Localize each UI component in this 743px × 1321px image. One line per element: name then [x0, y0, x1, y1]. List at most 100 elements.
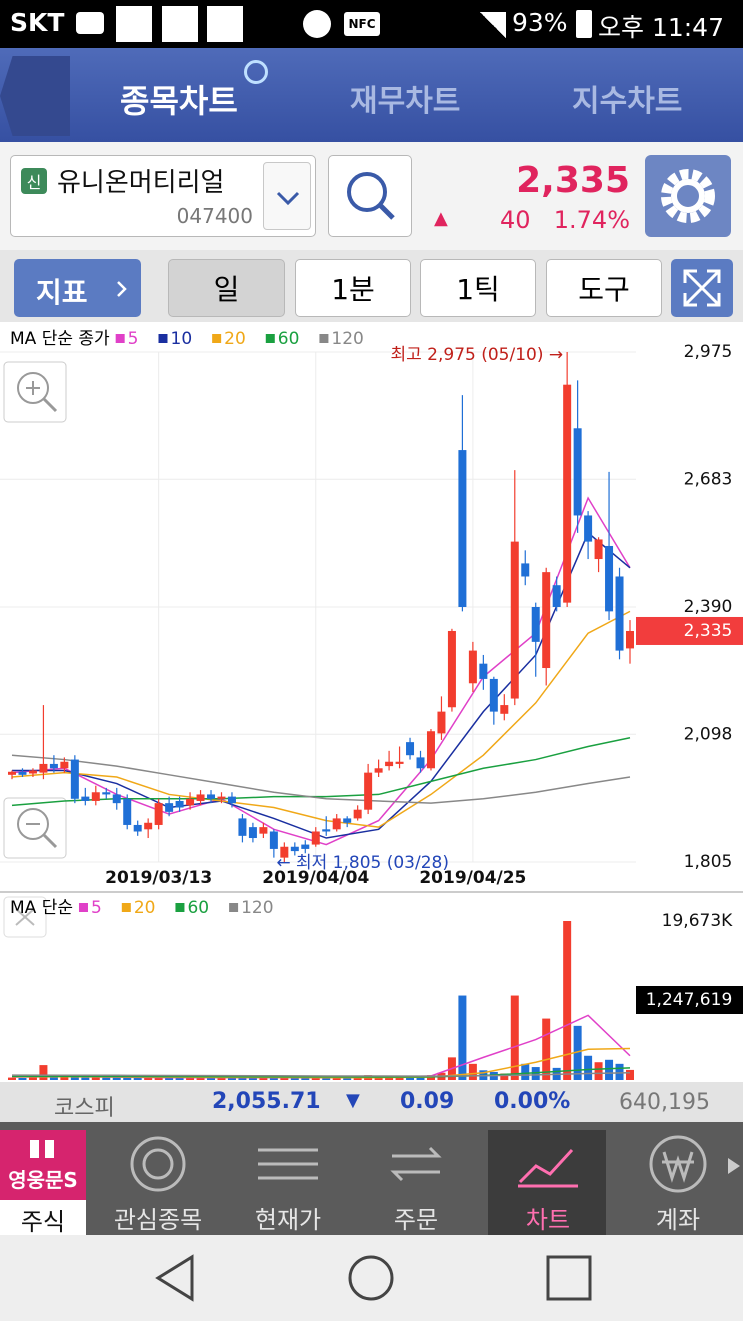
candle-body [165, 803, 174, 812]
signal-icon [480, 12, 506, 38]
annotation-high: 최고 2,975 (05/10) → [390, 345, 563, 365]
ma-line [11, 737, 631, 807]
legend-swatch [121, 903, 131, 912]
legend-title: MA 단순 종가 [10, 329, 110, 349]
clock: 오후 11:47 [598, 13, 724, 42]
volume-bar [269, 1076, 278, 1080]
x-tick-label: 2019/03/13 [105, 868, 212, 888]
close-indicator[interactable] [3, 896, 47, 938]
settings-button[interactable] [645, 155, 731, 237]
candle-body [112, 794, 121, 804]
price-tag-label: 2,335 [684, 621, 733, 641]
candle-body [280, 846, 289, 858]
nav-label[interactable]: 관심종목 [113, 1206, 203, 1234]
stock-code: 047400 [176, 204, 253, 228]
legend-label: 60 [278, 329, 300, 349]
status-bar: SKT NFC 93% 오후 11:47 [0, 0, 743, 48]
bottom-nav: 영웅문S 주식 관심종목 현재가 주문 차트 계좌 [0, 1122, 743, 1236]
candle-body [8, 771, 16, 775]
dropdown-button[interactable] [263, 162, 311, 230]
candle-body [353, 809, 362, 819]
candle-body [531, 607, 540, 642]
candle-body [458, 450, 467, 607]
period-button[interactable]: 1틱 [420, 259, 536, 317]
candle-body [615, 576, 624, 651]
y-tick-label: 2,975 [684, 342, 733, 362]
legend-swatch [175, 903, 185, 912]
legend-label: 120 [241, 898, 273, 918]
candle-body [479, 663, 488, 679]
stock-selector[interactable]: 신 유니온머티리얼 047400 [10, 155, 316, 237]
legend-label: 20 [224, 329, 246, 349]
candle-body [18, 771, 27, 775]
candle-body [301, 844, 310, 849]
candle-body [269, 831, 278, 849]
legend-label: 20 [134, 898, 156, 918]
ma-line [11, 754, 631, 804]
home-tab[interactable]: 영웅문S [0, 1130, 86, 1235]
battery-icon [576, 10, 592, 38]
volume-bar [290, 1077, 299, 1080]
legend-swatch [319, 334, 329, 343]
candle-body [60, 761, 69, 769]
volume-bar [144, 1077, 153, 1080]
nav-label[interactable]: 계좌 [655, 1206, 701, 1234]
candle-body [259, 827, 268, 834]
candle-body [144, 822, 153, 830]
tab[interactable]: 재무차트 [350, 84, 461, 119]
refresh-icon[interactable] [244, 60, 268, 84]
carrier: SKT [10, 8, 65, 37]
volume-bar [18, 1077, 27, 1080]
volume-bar [594, 1062, 603, 1080]
index-bar: 코스피 2,055.71 ▼ 0.09 0.00% 640,195 [0, 1082, 743, 1122]
candle-body [102, 792, 111, 795]
y-tick-label: 19,673K [662, 911, 733, 931]
candle-body [133, 824, 142, 832]
candle-body [605, 545, 614, 612]
home[interactable] [348, 1255, 394, 1301]
y-tick-label: 1,805 [684, 852, 733, 872]
chevron [117, 281, 127, 297]
battery-level: 93% [512, 8, 568, 37]
recents[interactable] [546, 1255, 592, 1301]
expand-button[interactable] [671, 259, 733, 317]
period-button[interactable]: 일 [168, 259, 285, 317]
candle-body [322, 829, 331, 832]
back-button[interactable] [0, 56, 70, 136]
icon [76, 12, 104, 34]
candle-body [416, 757, 425, 769]
indicator-button[interactable]: 지표 [14, 259, 141, 317]
back[interactable] [155, 1254, 194, 1302]
index-direction: ▼ [346, 1090, 360, 1111]
nav-label-active[interactable]: 차트 [525, 1206, 571, 1234]
legend-swatch [158, 334, 168, 343]
nav-label[interactable]: 주문 [393, 1206, 439, 1234]
candle-body [186, 798, 195, 806]
candle-body [426, 731, 435, 769]
zoom-out[interactable] [3, 797, 67, 859]
zoom-in[interactable] [3, 361, 67, 423]
index-value: 2,055.71 [212, 1089, 321, 1114]
change-rate: 1.74% [553, 206, 630, 234]
toolbar: 지표 일 1분 1틱 도구 [0, 250, 743, 322]
icon [116, 6, 152, 42]
nav-label[interactable]: 현재가 [254, 1206, 322, 1234]
volume-bar [510, 995, 519, 1080]
volume-bar [165, 1077, 174, 1080]
index-change: 0.09 [400, 1089, 455, 1114]
legend-label: 5 [128, 329, 139, 349]
tab[interactable]: 지수차트 [572, 84, 683, 119]
ma-line [11, 610, 631, 828]
tool-button[interactable]: 도구 [546, 259, 662, 317]
nav-label[interactable]: 주식 [20, 1208, 66, 1236]
search-button[interactable] [328, 155, 412, 237]
candle-body [343, 818, 352, 823]
price-change: 40 [500, 206, 531, 234]
volume-bar [259, 1077, 268, 1080]
legend-label: 5 [91, 898, 102, 918]
volume-bar [133, 1076, 142, 1080]
period-button[interactable]: 1분 [295, 259, 411, 317]
volume-bar [39, 1065, 48, 1080]
tab-active[interactable]: 종목차트 [120, 82, 238, 120]
